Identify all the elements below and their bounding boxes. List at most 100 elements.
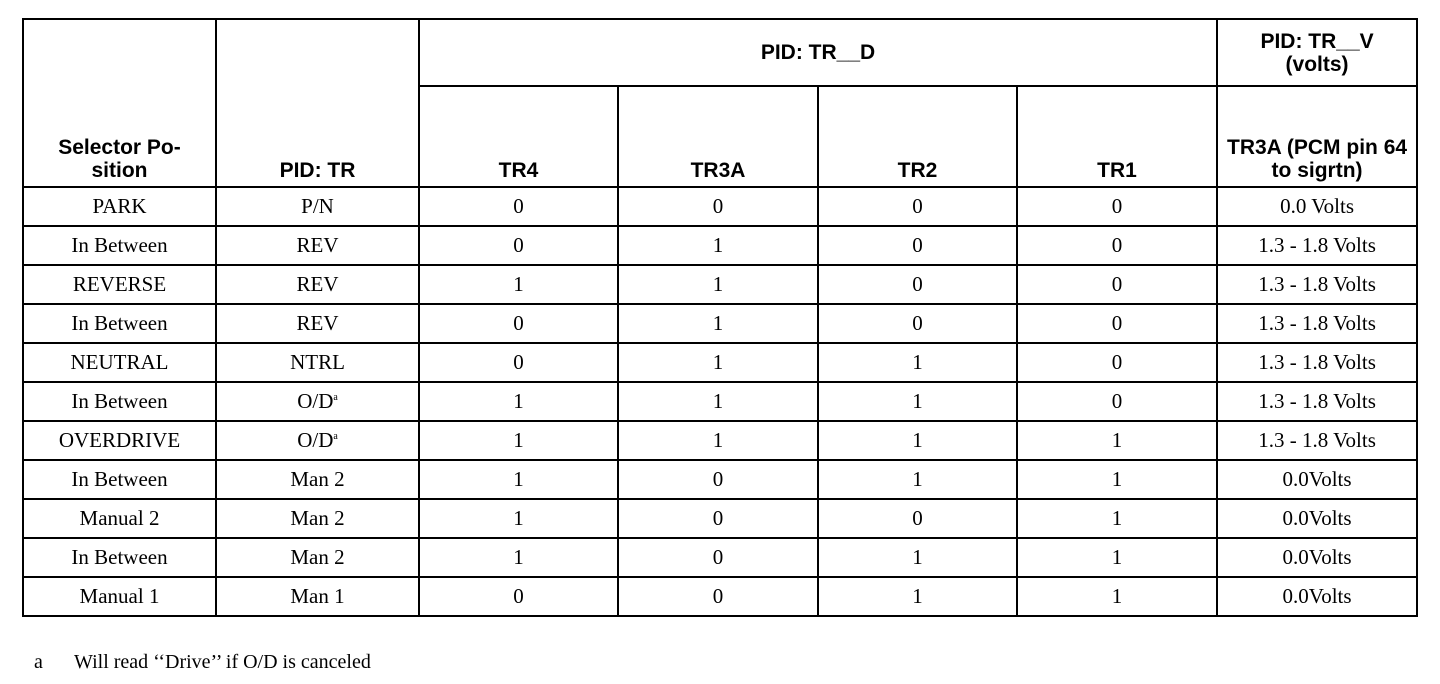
table-cell: 0	[617, 498, 819, 539]
table-row: Manual 2 Man 2 1 0 0 1 0.0Volts	[22, 498, 1419, 539]
table-cell: 1	[817, 576, 1018, 617]
table-body: PARK P/N 0 0 0 0 0.0 Volts In Between REV 0 1 0 0 1.3…	[22, 186, 1419, 617]
table-cell: 1	[418, 420, 619, 461]
table-cell: 1	[1015, 420, 1219, 461]
table-cell: In Between	[22, 537, 217, 578]
table-cell: 1	[418, 537, 619, 578]
table-cell: In Between	[22, 459, 217, 500]
header-cell: TR3A	[617, 85, 819, 188]
table-cell: 1.3 - 1.8 Volts	[1216, 225, 1419, 266]
table-cell: Man 1	[215, 576, 420, 617]
table-cell: 0.0Volts	[1216, 576, 1419, 617]
table-cell: 1.3 - 1.8 Volts	[1216, 420, 1419, 461]
table-cell: 1	[817, 381, 1018, 422]
table-cell: Man 2	[215, 537, 420, 578]
table-cell: 0.0 Volts	[1216, 186, 1419, 227]
table-cell: In Between	[22, 381, 217, 422]
table-cell: Manual 2	[22, 498, 217, 539]
table-cell: 1	[418, 381, 619, 422]
table-cell: 1	[418, 264, 619, 305]
table-row: Manual 1 Man 1 0 0 1 1 0.0Volts	[22, 576, 1419, 617]
table-cell: 0	[418, 576, 619, 617]
table-cell: 1	[617, 264, 819, 305]
table-cell: 0	[418, 342, 619, 383]
table-cell: 0	[817, 225, 1018, 266]
table-cell: 0	[617, 186, 819, 227]
table-cell: 1	[817, 537, 1018, 578]
table-cell: 1	[817, 420, 1018, 461]
table-cell: 1	[1015, 576, 1219, 617]
table-cell: 1.3 - 1.8 Volts	[1216, 303, 1419, 344]
table-cell: 0	[1015, 186, 1219, 227]
footnote-ref: a	[333, 431, 338, 442]
table-cell: 0	[418, 303, 619, 344]
table-cell: O/Da	[215, 381, 420, 422]
table-cell: 1	[1015, 537, 1219, 578]
table-cell: 0	[617, 537, 819, 578]
header-cell: TR2	[817, 85, 1018, 188]
table-row: In Between REV 0 1 0 0 1.3 - 1.8 Volts	[22, 225, 1419, 266]
footnote-marker: a	[34, 651, 43, 673]
table-cell: 0.0Volts	[1216, 498, 1419, 539]
table-cell: 1	[617, 303, 819, 344]
table-row: In Between REV 0 1 0 0 1.3 - 1.8 Volts	[22, 303, 1419, 344]
table-cell: 1.3 - 1.8 Volts	[1216, 264, 1419, 305]
footnote-ref: a	[333, 392, 338, 403]
table-cell: 0	[617, 459, 819, 500]
table-cell: 0	[817, 264, 1018, 305]
table-cell: In Between	[22, 303, 217, 344]
group-header: PID: TR__V (volts)	[1216, 18, 1419, 87]
table-cell: 1	[1015, 498, 1219, 539]
table-cell: 1	[418, 498, 619, 539]
table-cell: 0	[817, 303, 1018, 344]
data-table: Selector Po- sition PID: TR PID: TR__D P…	[22, 18, 1419, 617]
table-cell: 0	[817, 186, 1018, 227]
table-cell: Manual 1	[22, 576, 217, 617]
table-cell: 0	[817, 498, 1018, 539]
table-cell: P/N	[215, 186, 420, 227]
table-cell: 0	[617, 576, 819, 617]
table-row: REVERSE REV 1 1 0 0 1.3 - 1.8 Volts	[22, 264, 1419, 305]
table-row: OVERDRIVE O/Da 1 1 1 1 1.3 - 1.8 Volts	[22, 420, 1419, 461]
table-cell: REV	[215, 303, 420, 344]
header-cell: TR3A (PCM pin 64 to sigrtn)	[1216, 85, 1419, 188]
table-cell: NEUTRAL	[22, 342, 217, 383]
header-cell: PID: TR	[215, 18, 420, 188]
table-cell: 1	[617, 342, 819, 383]
header-cell: TR4	[418, 85, 619, 188]
table-row: PARK P/N 0 0 0 0 0.0 Volts	[22, 186, 1419, 227]
table-cell: 0	[1015, 225, 1219, 266]
table-cell: 0	[418, 225, 619, 266]
table-row: NEUTRAL NTRL 0 1 1 0 1.3 - 1.8 Volts	[22, 342, 1419, 383]
table-cell: 0	[1015, 264, 1219, 305]
group-header: PID: TR__D	[417, 18, 1219, 87]
table-cell: PARK	[22, 186, 217, 227]
footnote-text: Will read ‘‘Drive’’ if O/D is canceled	[74, 651, 371, 673]
table-cell: 0	[1015, 342, 1219, 383]
table-cell: Man 2	[215, 498, 420, 539]
table-cell: OVERDRIVE	[22, 420, 217, 461]
table-cell: REV	[215, 264, 420, 305]
table-cell: 0.0Volts	[1216, 537, 1419, 578]
cell-text: O/D	[297, 389, 334, 413]
header-cell: Selector Po- sition	[22, 18, 217, 188]
table-cell: 0	[418, 186, 619, 227]
table-cell: 1.3 - 1.8 Volts	[1216, 381, 1419, 422]
table-row: In Between Man 2 1 0 1 1 0.0Volts	[22, 459, 1419, 500]
table-cell: 1	[817, 459, 1018, 500]
table-cell: In Between	[22, 225, 217, 266]
table-row: In Between Man 2 1 0 1 1 0.0Volts	[22, 537, 1419, 578]
header-cell: TR1	[1015, 85, 1219, 188]
table-cell: 0.0Volts	[1216, 459, 1419, 500]
table-cell: REVERSE	[22, 264, 217, 305]
table-cell: 1	[1015, 459, 1219, 500]
table-cell: 0	[1015, 381, 1219, 422]
table-cell: Man 2	[215, 459, 420, 500]
table-cell: 1	[617, 420, 819, 461]
table-cell: O/Da	[215, 420, 420, 461]
table-row: In Between O/Da 1 1 1 0 1.3 - 1.8 Volts	[22, 381, 1419, 422]
table-cell: NTRL	[215, 342, 420, 383]
footnote: a Will read ‘‘Drive’’ if O/D is canceled	[34, 651, 371, 674]
table-cell: 1	[817, 342, 1018, 383]
